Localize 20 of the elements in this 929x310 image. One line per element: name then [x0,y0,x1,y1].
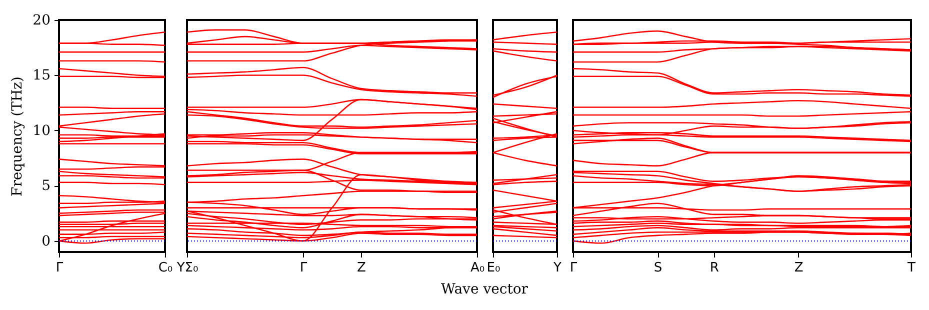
x-tick-label: R [710,260,719,276]
x-tick-label: Γ [300,260,308,276]
y-axis-title: Frequency (THz) [10,76,26,197]
x-tick-label: S [654,260,662,276]
y-tick-label: 20 [32,12,50,28]
x-tick-label: Γ [56,260,64,276]
x-axis-title: Wave vector [441,282,528,298]
y-tick-label: 5 [42,178,50,194]
x-tick-label: E₀ [486,260,500,276]
y-tick-label: 0 [42,233,50,250]
x-tick-label: T [906,260,916,276]
x-tick-label: Y [552,260,562,276]
x-tick-label: Z [357,260,366,276]
x-tick-label: Γ [570,260,578,276]
x-tick-label: A₀ [470,260,485,276]
y-tick-label: 15 [32,68,50,84]
x-tick-label: Z [794,260,804,276]
x-tick-label: C₀ [158,260,173,276]
x-tick-label: YΣ₀ [176,260,198,276]
y-tick-label: 10 [32,122,50,139]
